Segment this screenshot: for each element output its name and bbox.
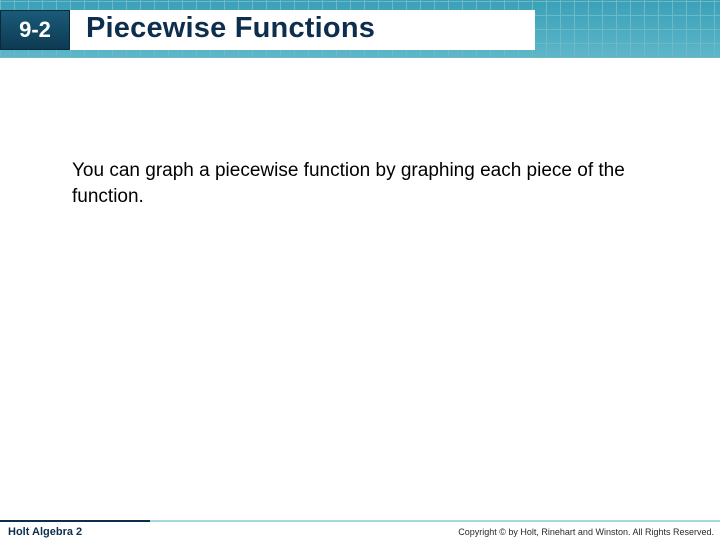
- body-paragraph: You can graph a piecewise function by gr…: [72, 158, 652, 209]
- title-bar: 9-2 Piecewise Functions: [0, 10, 535, 50]
- slide-footer: Holt Algebra 2 Copyright © by Holt, Rine…: [0, 512, 720, 540]
- copyright-text: Copyright © by Holt, Rinehart and Winsto…: [458, 527, 714, 537]
- section-number-badge: 9-2: [0, 10, 70, 50]
- section-number: 9-2: [19, 17, 51, 43]
- slide-header: 9-2 Piecewise Functions: [0, 0, 720, 58]
- book-title: Holt Algebra 2: [8, 526, 82, 538]
- footer-divider: [0, 520, 720, 522]
- page-title: Piecewise Functions: [86, 12, 375, 45]
- copyright-notice: Copyright © by Holt, Rinehart and Winsto…: [458, 527, 714, 537]
